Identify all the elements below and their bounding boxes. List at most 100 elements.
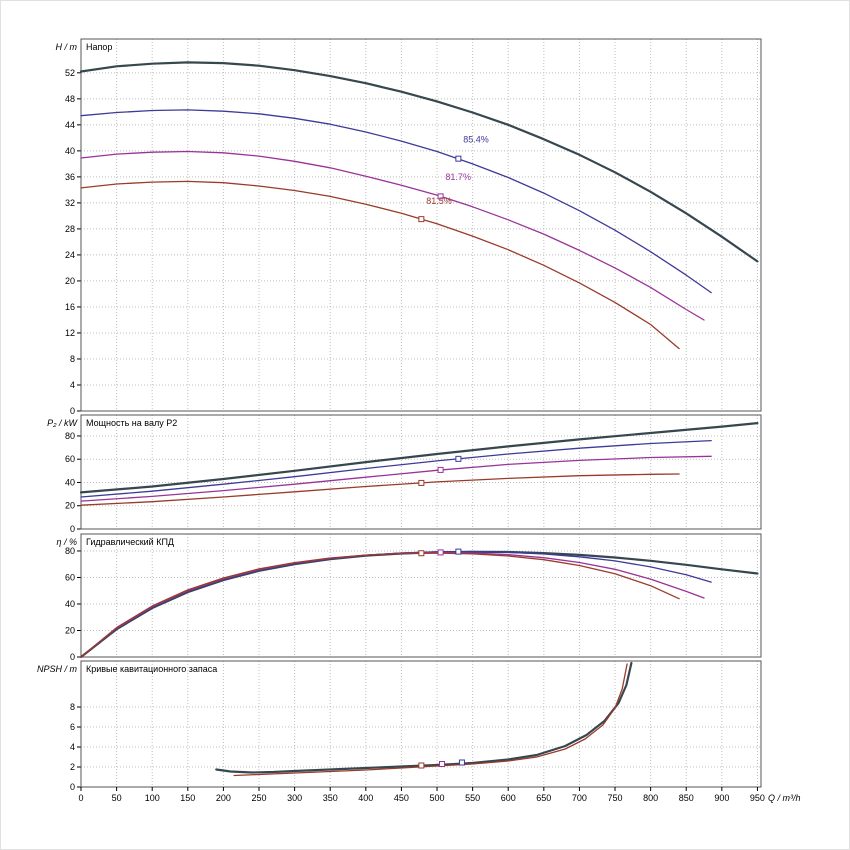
svg-text:60: 60: [65, 572, 75, 582]
svg-text:40: 40: [65, 477, 75, 487]
svg-text:0: 0: [70, 652, 75, 662]
svg-text:36: 36: [65, 172, 75, 182]
duty-point-marker: [418, 762, 425, 769]
svg-text:350: 350: [323, 793, 338, 803]
svg-text:900: 900: [714, 793, 729, 803]
panel-title-npsh: Кривые кавитационного запаса: [86, 664, 218, 674]
power-curve-2: [80, 439, 712, 498]
svg-text:6: 6: [70, 722, 75, 732]
svg-text:4: 4: [70, 742, 75, 752]
panel-title-head: Напор: [86, 42, 113, 52]
y-tick-labels: 0 20 40 60 80: [65, 431, 81, 534]
svg-text:2: 2: [70, 762, 75, 772]
duty-point-marker: [455, 548, 462, 555]
y-tick-labels: 0 20 40 60 80: [65, 546, 81, 662]
svg-text:20: 20: [65, 625, 75, 635]
duty-point-marker: [418, 479, 425, 486]
head-curve-min: [80, 180, 680, 350]
svg-text:40: 40: [65, 146, 75, 156]
y-axis-unit-npsh: NPSH / m: [36, 664, 77, 674]
efficiency-curve-min: [80, 552, 680, 658]
svg-text:850: 850: [679, 793, 694, 803]
duty-point-marker: [458, 759, 465, 766]
x-axis-label: Q / m³/h: [768, 793, 801, 803]
panel-1: 0 20 40 60 80: [65, 414, 762, 534]
duty-point-marker: [418, 216, 425, 223]
svg-text:700: 700: [572, 793, 587, 803]
svg-text:950: 950: [750, 793, 765, 803]
panel-frame: [80, 660, 762, 788]
svg-text:8: 8: [70, 354, 75, 364]
svg-text:750: 750: [608, 793, 623, 803]
head-curve-max: [79, 61, 759, 263]
svg-text:300: 300: [287, 793, 302, 803]
duty-point-marker: [455, 155, 462, 162]
svg-text:500: 500: [430, 793, 445, 803]
panel-title-power: Мощность на валу P2: [86, 418, 178, 428]
duty-point-marker: [439, 761, 446, 767]
svg-text:100: 100: [145, 793, 160, 803]
panel-frame: [80, 414, 762, 530]
duty-point-marker: [418, 550, 425, 557]
svg-text:600: 600: [501, 793, 516, 803]
efficiency-label: 81.7%: [445, 172, 471, 182]
svg-text:48: 48: [65, 94, 75, 104]
svg-text:0: 0: [78, 793, 83, 803]
head-curve-3: [80, 150, 705, 321]
power-curve-min: [80, 473, 680, 506]
svg-text:150: 150: [180, 793, 195, 803]
npsh-curve-min: [233, 663, 628, 777]
gridlines: [81, 534, 761, 657]
svg-text:44: 44: [65, 120, 75, 130]
panel-frame: [80, 533, 762, 658]
svg-text:250: 250: [251, 793, 266, 803]
svg-text:16: 16: [65, 302, 75, 312]
duty-point-marker: [455, 455, 462, 462]
y-axis-unit-efficiency: η / %: [56, 537, 77, 547]
svg-text:50: 50: [112, 793, 122, 803]
svg-text:450: 450: [394, 793, 409, 803]
duty-point-marker: [437, 549, 444, 556]
svg-text:0: 0: [70, 406, 75, 416]
svg-text:80: 80: [65, 546, 75, 556]
power-curve-max: [79, 422, 759, 494]
gridlines: [81, 39, 761, 411]
svg-text:800: 800: [643, 793, 658, 803]
svg-text:650: 650: [536, 793, 551, 803]
svg-text:20: 20: [65, 276, 75, 286]
svg-text:12: 12: [65, 328, 75, 338]
svg-text:60: 60: [65, 454, 75, 464]
efficiency-label: 81.5%: [426, 196, 452, 206]
svg-text:20: 20: [65, 501, 75, 511]
svg-text:0: 0: [70, 782, 75, 792]
svg-text:550: 550: [465, 793, 480, 803]
duty-point-marker: [437, 193, 444, 200]
svg-text:80: 80: [65, 431, 75, 441]
svg-text:4: 4: [70, 380, 75, 390]
y-axis-unit-power: P₂ / kW: [47, 418, 77, 428]
svg-text:28: 28: [65, 224, 75, 234]
panel-title-efficiency: Гидравлический КПД: [86, 537, 175, 547]
panel-3: 0 2 4 6 8: [70, 660, 762, 792]
svg-text:32: 32: [65, 198, 75, 208]
panel-2: 0 20 40 60 80: [65, 533, 762, 662]
y-axis-unit-head: H / m: [55, 42, 78, 52]
svg-text:40: 40: [65, 599, 75, 609]
efficiency-label: 85.4%: [463, 134, 489, 144]
svg-text:8: 8: [70, 702, 75, 712]
y-tick-labels: 0 2 4 6 8: [70, 702, 81, 792]
npsh-curve-max: [215, 661, 633, 774]
svg-text:52: 52: [65, 68, 75, 78]
duty-point-marker: [437, 466, 444, 473]
efficiency-curve-3: [80, 551, 705, 658]
svg-text:0: 0: [70, 524, 75, 534]
svg-text:400: 400: [358, 793, 373, 803]
head-curve-2: [80, 109, 712, 294]
power-curve-3: [80, 455, 712, 502]
panel-frame: [80, 38, 762, 412]
x-tick-labels: 0 50 100 150 200 250 300 350 400 450 500 550 600 650 7…: [78, 787, 765, 803]
